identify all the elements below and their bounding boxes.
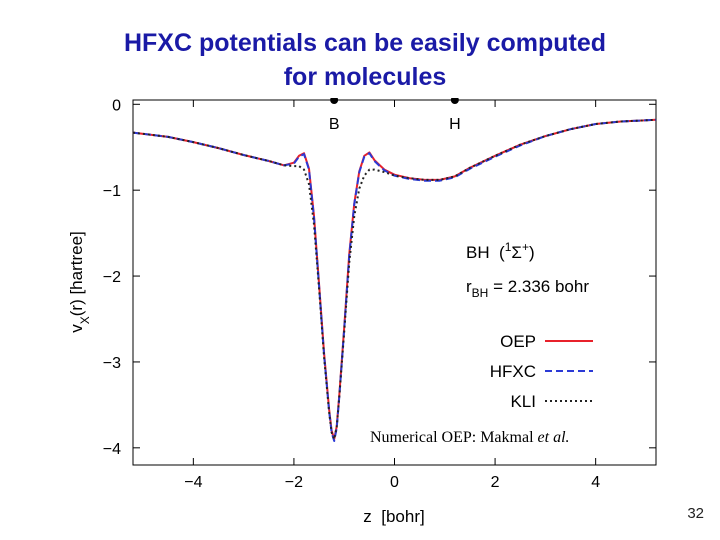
citation: Numerical OEP: Makmal et al. [370, 429, 570, 446]
state-superscript: 1 [505, 240, 512, 254]
legend-label-hfxc: HFXC [490, 362, 536, 381]
atom-h-dot [450, 98, 459, 104]
bond-length-label: rBH = 2.336 bohr [466, 277, 589, 300]
y-axis-label: vX(r) [hartree] [67, 231, 92, 333]
x-tick-label: 2 [491, 474, 500, 491]
slide-title: HFXC potentials can be easily computed f… [0, 26, 720, 94]
series-hfxc-line [132, 118, 657, 442]
legend: OEP HFXC KLI [490, 332, 593, 411]
atom-b-label: B [329, 116, 340, 133]
bond-subscript: BH [472, 286, 489, 300]
x-tick-label: −2 [285, 474, 303, 491]
state-plus: + [522, 240, 529, 254]
x-axis-label: z [bohr] [363, 507, 424, 526]
state-close: ) [529, 243, 535, 262]
page-number: 32 [687, 505, 704, 522]
y-tick-label: −4 [103, 441, 121, 458]
citation-text: Numerical OEP: Makmal [370, 429, 538, 446]
series-lines [132, 118, 657, 442]
atom-b-dot [330, 98, 339, 104]
legend-label-oep: OEP [500, 332, 536, 351]
molecule-label: BH (1Σ+) [466, 240, 535, 262]
atom-h-label: H [449, 116, 461, 133]
x-tick-label: 4 [591, 474, 600, 491]
axis-ticks: −4 −2 0 2 4 0 −1 −2 −3 −4 [103, 98, 656, 491]
state-sigma: Σ [511, 243, 522, 262]
legend-label-kli: KLI [510, 392, 536, 411]
y-tick-label: −3 [103, 355, 121, 372]
x-tick-label: 0 [390, 474, 399, 491]
y-tick-label: 0 [112, 98, 121, 114]
citation-italic: et al. [538, 429, 570, 446]
bond-symbol: r [466, 277, 472, 296]
y-tick-label: −1 [103, 183, 121, 200]
series-kli-line [132, 118, 657, 441]
bond-value: = 2.336 bohr [488, 277, 589, 296]
x-tick-label: −4 [184, 474, 202, 491]
molecule-name: BH ( [466, 243, 505, 262]
y-tick-label: −2 [103, 269, 121, 286]
slide-title-line-1: HFXC potentials can be easily computed [123, 29, 607, 57]
slide-title-line-2: for molecules [283, 63, 447, 91]
